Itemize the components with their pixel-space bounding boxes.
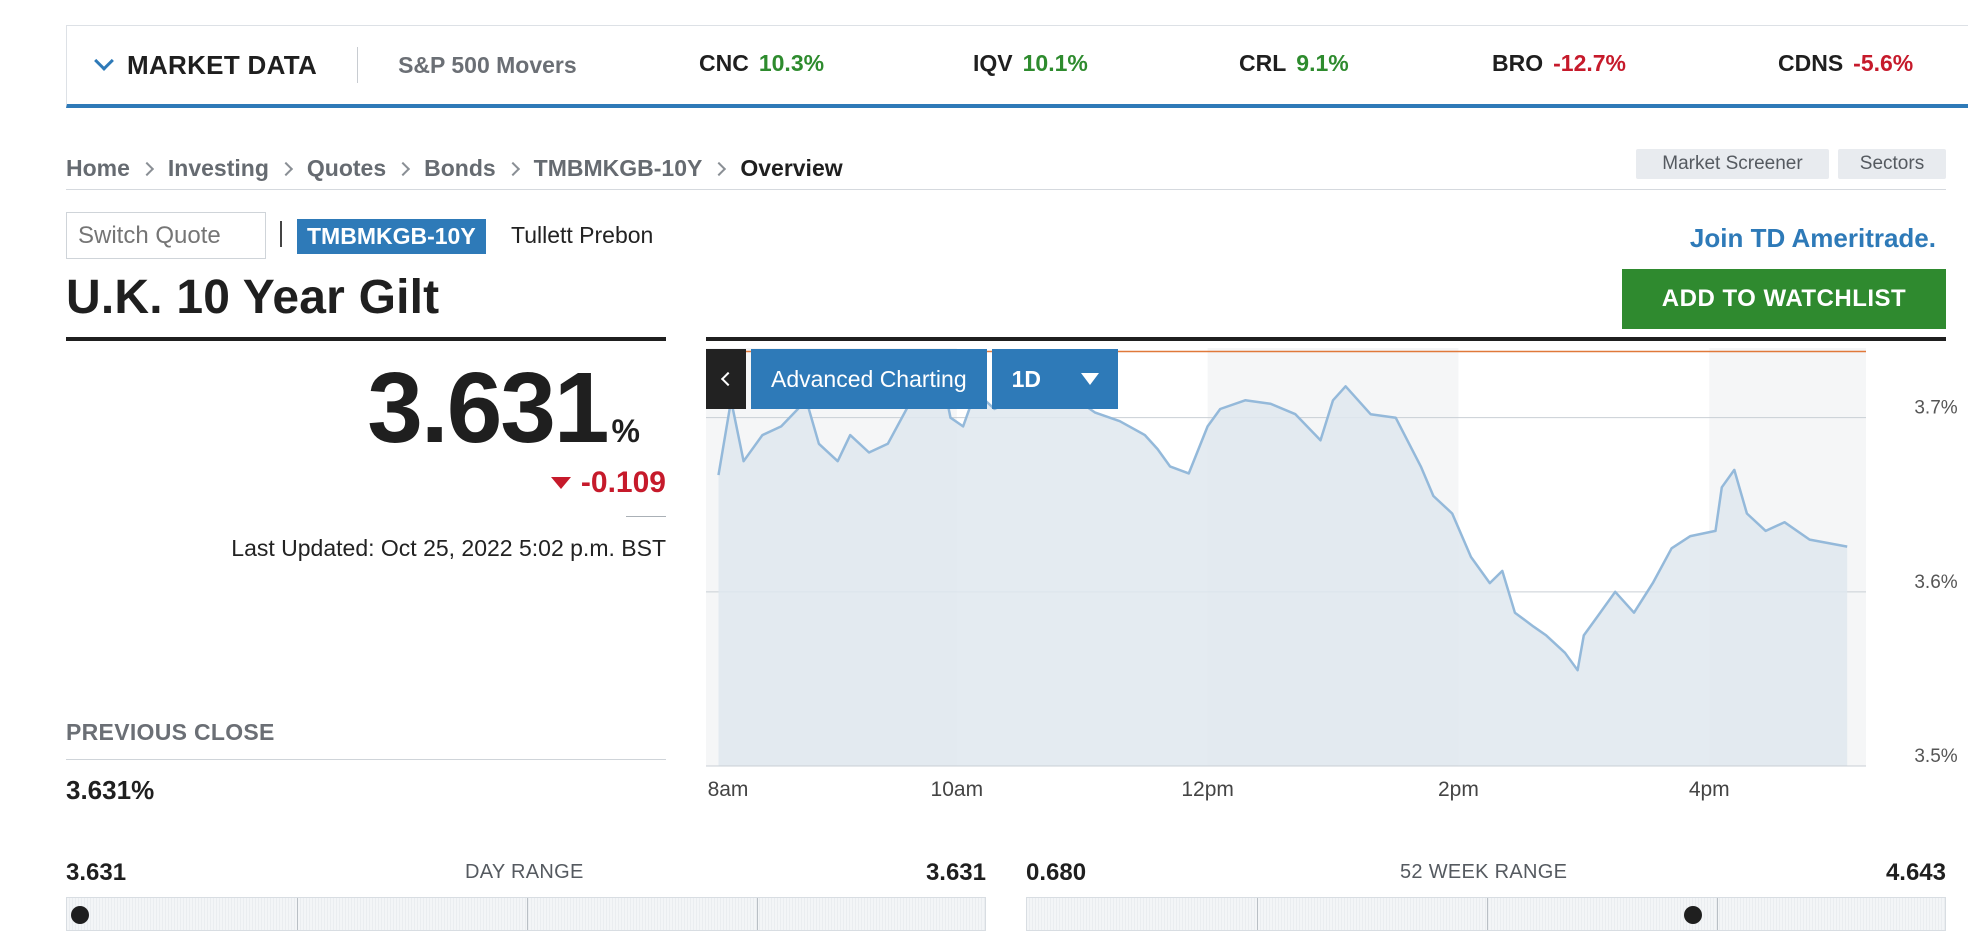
chevron-right-icon xyxy=(396,161,411,176)
last-updated: Last Updated: Oct 25, 2022 5:02 p.m. BST xyxy=(231,535,666,561)
sectors-button[interactable]: Sectors xyxy=(1838,149,1946,179)
chart-controls: Advanced Charting 1D xyxy=(706,349,1118,409)
divider xyxy=(357,47,359,83)
mover-symbol: BRO xyxy=(1492,50,1544,76)
week52-range-low: 0.680 xyxy=(1026,859,1087,886)
divider xyxy=(66,337,666,341)
mover-ticker-cnc[interactable]: CNC 10.3% xyxy=(699,50,824,77)
price-change-value: -0.109 xyxy=(580,466,666,499)
triangle-down-icon xyxy=(550,477,571,489)
mover-change: 10.3% xyxy=(758,50,825,76)
price-unit: % xyxy=(611,413,640,449)
day-range-high: 3.631 xyxy=(925,859,986,886)
time-range-value: 1D xyxy=(1011,365,1042,392)
mover-ticker-crl[interactable]: CRL 9.1% xyxy=(1239,50,1349,77)
range-tick xyxy=(1487,898,1488,930)
range-tick xyxy=(527,898,528,930)
chart-x-tick-label: 4pm xyxy=(1689,778,1730,801)
chart-area xyxy=(718,356,1848,766)
chart-x-tick-label: 10am xyxy=(931,778,984,801)
switch-quote-input[interactable] xyxy=(66,212,266,259)
mover-symbol: IQV xyxy=(973,50,1013,76)
week52-range-bar[interactable] xyxy=(1026,897,1946,931)
divider xyxy=(66,189,1946,190)
week52-range-label: 52 WEEK RANGE xyxy=(1400,861,1568,883)
add-to-watchlist-button[interactable]: ADD TO WATCHLIST xyxy=(1622,269,1946,329)
page-title: U.K. 10 Year Gilt xyxy=(66,271,440,324)
chart-x-tick-label: 12pm xyxy=(1181,778,1234,801)
previous-close-label: PREVIOUS CLOSE xyxy=(66,719,275,745)
mover-change: -5.6% xyxy=(1853,50,1914,76)
chevron-right-icon xyxy=(712,161,727,176)
mover-symbol: CDNS xyxy=(1778,50,1844,76)
chart-x-tick-label: 2pm xyxy=(1438,778,1479,801)
day-range-bar[interactable] xyxy=(66,897,986,931)
chevron-left-icon xyxy=(720,371,736,387)
breadcrumb-quotes[interactable]: Quotes xyxy=(306,155,387,181)
day-range-label: DAY RANGE xyxy=(465,861,584,883)
chart-y-tick-label: 3.6% xyxy=(1914,572,1957,593)
join-td-ameritrade-link[interactable]: Join TD Ameritrade. xyxy=(1689,223,1936,253)
chart-y-tick-label: 3.7% xyxy=(1914,398,1957,419)
range-tick xyxy=(1717,898,1718,930)
mover-symbol: CNC xyxy=(699,50,749,76)
divider xyxy=(626,516,666,517)
range-tick xyxy=(297,898,298,930)
mover-ticker-bro[interactable]: BRO -12.7% xyxy=(1492,50,1626,77)
previous-close-value: 3.631% xyxy=(66,775,155,805)
breadcrumb-current: Overview xyxy=(740,155,843,181)
chevron-right-icon xyxy=(139,161,154,176)
chart-y-tick-label: 3.5% xyxy=(1914,746,1957,767)
divider xyxy=(280,221,282,247)
week52-range-marker xyxy=(1683,906,1702,924)
range-tick xyxy=(757,898,758,930)
price-display: 3.631 % xyxy=(367,358,640,458)
market-screener-button[interactable]: Market Screener xyxy=(1636,149,1829,179)
breadcrumb-home[interactable]: Home xyxy=(66,155,130,181)
intraday-chart[interactable]: 8am 10am 12pm 2pm 4pm 3.7% 3.6% 3.5% xyxy=(706,348,1968,818)
caret-down-icon xyxy=(1081,373,1100,385)
time-range-select[interactable]: 1D xyxy=(991,349,1118,409)
breadcrumb-bonds[interactable]: Bonds xyxy=(424,155,496,181)
exchange-name: Tullett Prebon xyxy=(511,222,654,248)
price-change: -0.109 xyxy=(550,466,666,500)
day-range-low: 3.631 xyxy=(66,859,127,886)
movers-label: S&P 500 Movers xyxy=(398,51,577,78)
market-data-toggle[interactable]: MARKET DATA xyxy=(67,26,317,104)
chevron-right-icon xyxy=(505,161,520,176)
mover-change: 10.1% xyxy=(1022,50,1088,76)
day-range-marker xyxy=(71,906,89,924)
ticker-badge: TMBMKGB-10Y xyxy=(297,219,486,254)
chart-series-line xyxy=(717,355,1848,672)
breadcrumb: Home Investing Quotes Bonds TMBMKGB-10Y … xyxy=(66,155,843,182)
breadcrumb-ticker[interactable]: TMBMKGB-10Y xyxy=(533,155,703,181)
chart-x-tick-label: 8am xyxy=(708,778,749,801)
mover-symbol: CRL xyxy=(1239,50,1287,76)
market-data-bar: MARKET DATA S&P 500 Movers CNC 10.3% IQV… xyxy=(66,25,1968,108)
market-data-title: MARKET DATA xyxy=(127,49,318,80)
mover-change: 9.1% xyxy=(1296,50,1349,76)
price-value: 3.631 xyxy=(367,352,609,464)
collapse-chart-button[interactable] xyxy=(706,349,746,409)
divider xyxy=(706,337,1946,341)
advanced-charting-button[interactable]: Advanced Charting xyxy=(751,349,987,409)
week52-range-high: 4.643 xyxy=(1885,859,1946,886)
range-tick xyxy=(1257,898,1258,930)
mover-ticker-cdns[interactable]: CDNS -5.6% xyxy=(1778,50,1913,77)
chevron-down-icon xyxy=(94,51,114,71)
breadcrumb-investing[interactable]: Investing xyxy=(167,155,269,181)
mover-change: -12.7% xyxy=(1553,50,1626,76)
mover-ticker-iqv[interactable]: IQV 10.1% xyxy=(973,50,1088,77)
chevron-right-icon xyxy=(278,161,293,176)
divider xyxy=(66,759,666,760)
